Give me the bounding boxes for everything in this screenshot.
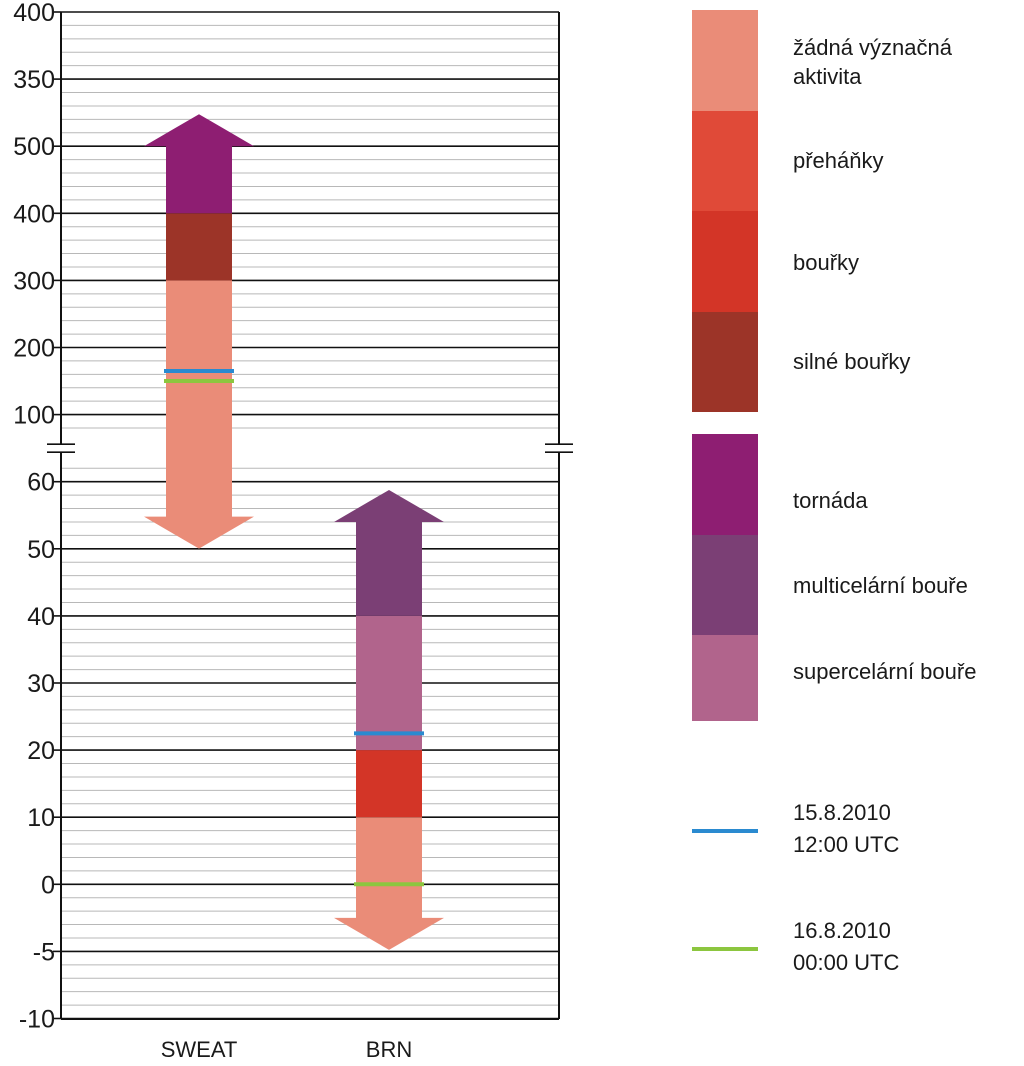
legend-label: bouřky (793, 250, 859, 275)
legend-label: multicelární bouře (793, 573, 968, 598)
y-tick-label: 400 (13, 200, 55, 228)
legend-swatch (692, 10, 758, 111)
axis-break-gap (47, 434, 573, 462)
legend-swatch (692, 535, 758, 635)
legend-label: tornáda (793, 488, 868, 513)
y-tick-label: 500 (13, 133, 55, 161)
legend-swatch (692, 211, 758, 312)
legend-marker-date: 16.8.2010 (793, 918, 891, 943)
legend-swatch (692, 635, 758, 721)
legend-label: supercelární bouře (793, 659, 976, 684)
y-tick-label: 60 (27, 469, 55, 497)
legend-swatch (692, 111, 758, 211)
range-bar (356, 615, 422, 751)
legend-swatch (692, 434, 758, 535)
y-tick-label: -10 (19, 1006, 55, 1034)
legend-swatch (692, 312, 758, 412)
arrow-down-segment (144, 280, 254, 549)
legend-label: přeháňky (793, 148, 884, 173)
y-tick-label: 20 (27, 737, 55, 765)
y-tick-label: 400 (13, 0, 55, 27)
y-tick-label: 300 (13, 267, 55, 295)
arrow-up-segment (144, 114, 254, 214)
y-tick-label: 50 (27, 536, 55, 564)
y-tick-label: 10 (27, 804, 55, 832)
range-bar (356, 750, 422, 818)
legend-label: žádná význačná (793, 35, 953, 60)
legend-marker-time: 12:00 UTC (793, 832, 899, 857)
legend-marker-time: 00:00 UTC (793, 950, 899, 975)
range-bar (166, 213, 232, 281)
category-label: BRN (366, 1037, 412, 1062)
legend-label: aktivita (793, 64, 862, 89)
arrow-up-segment (334, 489, 444, 616)
plot-area (61, 12, 559, 1019)
y-tick-label: 100 (13, 402, 55, 430)
y-tick-label: 40 (27, 603, 55, 631)
y-tick-label: 350 (13, 66, 55, 94)
legend-marker-date: 15.8.2010 (793, 800, 891, 825)
y-tick-label: -5 (33, 938, 55, 966)
y-tick-label: 200 (13, 335, 55, 363)
legend-label: silné bouřky (793, 349, 910, 374)
y-tick-label: 30 (27, 670, 55, 698)
category-label: SWEAT (161, 1037, 238, 1062)
y-tick-label: 0 (41, 871, 55, 899)
